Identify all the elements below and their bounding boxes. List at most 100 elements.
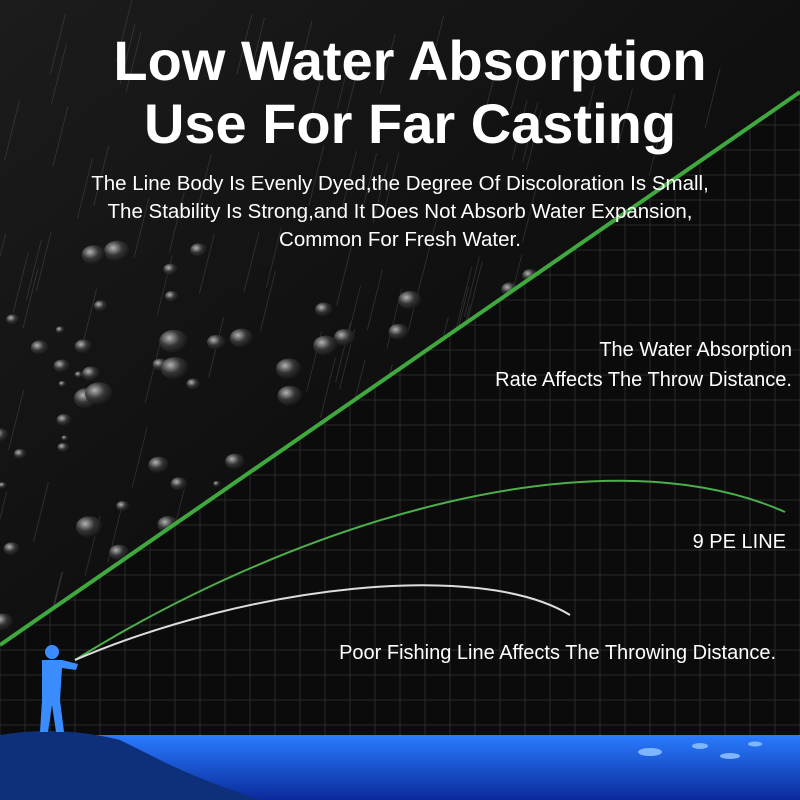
rain-streak bbox=[249, 17, 265, 78]
rain-streak bbox=[367, 269, 383, 330]
water-drop bbox=[30, 340, 49, 355]
rain-area bbox=[0, 0, 800, 645]
rain-streak bbox=[243, 232, 260, 293]
water-drop bbox=[3, 542, 20, 556]
rain-streak bbox=[320, 357, 336, 418]
water-drop bbox=[109, 544, 129, 561]
rain-streak bbox=[131, 427, 148, 488]
head bbox=[45, 645, 59, 659]
rain-streak bbox=[510, 49, 527, 110]
rain-streak bbox=[133, 197, 150, 258]
rain-streak bbox=[379, 33, 396, 94]
rain-streak bbox=[308, 144, 325, 206]
rain-streak bbox=[144, 342, 161, 404]
poor-line-curve bbox=[74, 584, 571, 661]
body bbox=[40, 660, 78, 732]
water-drop bbox=[74, 339, 93, 354]
title-line: Use For Far Casting bbox=[144, 92, 676, 155]
rain-streak bbox=[336, 48, 353, 110]
rain-streak bbox=[344, 58, 361, 119]
rain-streak bbox=[93, 145, 110, 206]
rain-streak bbox=[33, 481, 49, 543]
water-drop bbox=[53, 359, 70, 373]
water-drop bbox=[186, 378, 201, 390]
rain-streak bbox=[50, 13, 66, 74]
water-drop bbox=[163, 263, 178, 276]
water-drop bbox=[84, 382, 114, 405]
rain-streak bbox=[336, 245, 353, 306]
rain-streak bbox=[341, 151, 357, 212]
water-drop bbox=[170, 477, 188, 491]
rain-streak bbox=[704, 68, 721, 129]
rain-streak bbox=[25, 239, 42, 300]
rain-streak bbox=[522, 102, 538, 163]
water-drop bbox=[74, 371, 84, 379]
rain-streak bbox=[81, 288, 97, 349]
water-drop bbox=[55, 326, 65, 334]
water-drop bbox=[58, 380, 67, 388]
rain-streak bbox=[22, 267, 39, 329]
rain-streak bbox=[265, 227, 282, 288]
pe-line-label: 9 PE LINE bbox=[693, 531, 786, 553]
water-drop bbox=[81, 245, 106, 265]
water-drop bbox=[229, 328, 254, 348]
rain-streak bbox=[372, 162, 389, 224]
water-drop bbox=[148, 456, 170, 474]
water-drop bbox=[13, 448, 27, 460]
water-drop bbox=[6, 314, 20, 325]
water-drop bbox=[275, 358, 302, 379]
absorption-note: Rate Affects The Throw Distance. bbox=[495, 369, 792, 391]
rain-streak bbox=[168, 192, 185, 253]
rain-streak bbox=[361, 153, 377, 214]
water-drop bbox=[0, 613, 14, 631]
fishing-line-main bbox=[0, 90, 800, 647]
rain-streak bbox=[526, 109, 542, 170]
rain-streak bbox=[198, 233, 215, 294]
poor-line-label: Poor Fishing Line Affects The Throwing D… bbox=[339, 642, 776, 664]
rain-streak bbox=[8, 390, 24, 451]
water-drop bbox=[116, 500, 130, 512]
fish-2 bbox=[692, 743, 708, 749]
water-drop bbox=[93, 300, 108, 312]
water-drop bbox=[103, 240, 131, 262]
water-drop bbox=[0, 428, 9, 442]
rain-streak bbox=[428, 15, 445, 76]
rain-streak bbox=[307, 70, 324, 131]
water-drop bbox=[56, 413, 72, 427]
water-drop bbox=[388, 323, 409, 340]
rain-streak bbox=[4, 100, 20, 161]
water-drop bbox=[315, 302, 333, 317]
rain-streak bbox=[296, 20, 313, 81]
rain-streak bbox=[259, 271, 276, 332]
rain-streak bbox=[422, 214, 439, 275]
description-line: The Line Body Is Evenly Dyed,the Degree … bbox=[91, 172, 709, 195]
water-drop bbox=[213, 480, 221, 487]
rain-streak bbox=[466, 261, 483, 322]
water-drop bbox=[206, 334, 226, 350]
rain-streak bbox=[579, 85, 595, 146]
rain-streak bbox=[119, 24, 136, 85]
title-line: Low Water Absorption bbox=[113, 29, 706, 92]
rain-streak bbox=[195, 153, 212, 214]
rain-streak bbox=[617, 88, 633, 149]
water-drop bbox=[398, 290, 422, 310]
water-drop bbox=[57, 442, 70, 453]
rain-streak bbox=[383, 152, 400, 213]
rain-streak bbox=[0, 233, 6, 294]
rain-streak bbox=[483, 56, 500, 117]
pe-line-curve bbox=[74, 479, 786, 661]
rain-streak bbox=[648, 115, 665, 177]
rain-streak bbox=[76, 158, 93, 219]
water-drop bbox=[225, 453, 245, 470]
water-drop bbox=[313, 335, 338, 356]
absorption-note: The Water Absorption bbox=[599, 339, 792, 361]
rain-streak bbox=[463, 256, 480, 318]
rain-streak bbox=[12, 252, 29, 313]
rain-streak bbox=[116, 0, 133, 61]
description-line: The Stability Is Strong,and It Does Not … bbox=[108, 200, 693, 223]
water-drop bbox=[277, 385, 303, 406]
water-drop bbox=[190, 243, 208, 257]
fish-1 bbox=[638, 748, 662, 756]
